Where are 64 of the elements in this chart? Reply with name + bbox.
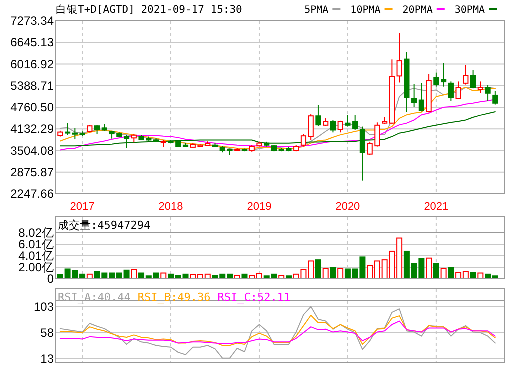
text: RSI_B:49.36 xyxy=(138,291,211,304)
candlestick xyxy=(300,134,307,148)
y-tick-label: 6016.92 xyxy=(10,57,54,72)
line-series xyxy=(60,314,496,346)
legend-label: 10PMA xyxy=(350,5,381,16)
text: RSI_A:40.44 xyxy=(58,291,132,304)
candlestick xyxy=(330,120,336,134)
legend-label: 20PMA xyxy=(402,5,433,16)
chart-title: 成交量:45947294 xyxy=(58,219,151,232)
candlestick xyxy=(492,90,498,106)
candlestick xyxy=(434,72,440,88)
legend-label: 30PMA xyxy=(454,5,485,16)
bar xyxy=(330,267,336,280)
y-tick-label: 0 xyxy=(47,272,54,286)
text: RSI_C:52.11 xyxy=(218,291,291,304)
bar xyxy=(322,268,329,280)
bar xyxy=(315,260,322,280)
candlestick xyxy=(463,64,469,86)
bar xyxy=(338,268,344,280)
candlestick xyxy=(456,81,462,100)
line-series xyxy=(60,306,496,359)
candlestick xyxy=(412,84,418,108)
bar xyxy=(440,268,447,280)
y-tick-label: 13 xyxy=(40,352,54,365)
x-tick-label: 2018 xyxy=(158,201,184,213)
y-tick-label: 2.00亿 xyxy=(18,260,54,275)
x-tick-label: 2017 xyxy=(70,201,95,213)
candlestick xyxy=(308,114,314,141)
line-series xyxy=(60,320,496,344)
candlestick xyxy=(441,62,447,88)
candlestick xyxy=(485,84,491,102)
y-tick-label: 58 xyxy=(40,326,54,340)
y-tick-label: 4132.29 xyxy=(10,122,54,136)
bar xyxy=(448,267,454,280)
y-tick-label: 2875.87 xyxy=(10,165,54,180)
candlestick xyxy=(124,134,130,149)
y-tick-label: 4760.50 xyxy=(10,100,54,114)
candlestick xyxy=(316,104,322,127)
y-tick-label: 6.01亿 xyxy=(18,238,54,252)
y-tick-label: 103 xyxy=(34,300,54,314)
bar xyxy=(426,258,432,280)
y-tick-label: 3504.08 xyxy=(10,144,54,158)
legend-label: 5PMA xyxy=(304,5,329,16)
candlestick xyxy=(470,70,476,90)
candlestick xyxy=(64,122,71,136)
candlestick xyxy=(418,82,424,112)
candlestick xyxy=(396,33,402,84)
chart-title: 白银T+D[AGTD] 2021-09-17 15:30 xyxy=(56,4,242,16)
bar xyxy=(131,269,138,280)
x-tick-label: 2021 xyxy=(424,201,449,213)
candlestick xyxy=(478,81,484,94)
y-tick-label: 6645.13 xyxy=(10,36,54,50)
y-tick-label: 4.01亿 xyxy=(18,249,54,263)
candlestick xyxy=(448,81,454,102)
line-series xyxy=(60,111,496,147)
y-tick-label: 7273.34 xyxy=(10,14,54,28)
bar xyxy=(433,263,440,280)
y-tick-label: 5388.71 xyxy=(10,78,54,93)
y-tick-label: 8.02亿 xyxy=(18,226,54,240)
x-tick-label: 2019 xyxy=(247,201,272,213)
bar xyxy=(470,272,476,280)
candlestick xyxy=(360,126,366,182)
y-tick-label: 2247.66 xyxy=(10,187,54,201)
x-tick-label: 2020 xyxy=(336,201,360,213)
